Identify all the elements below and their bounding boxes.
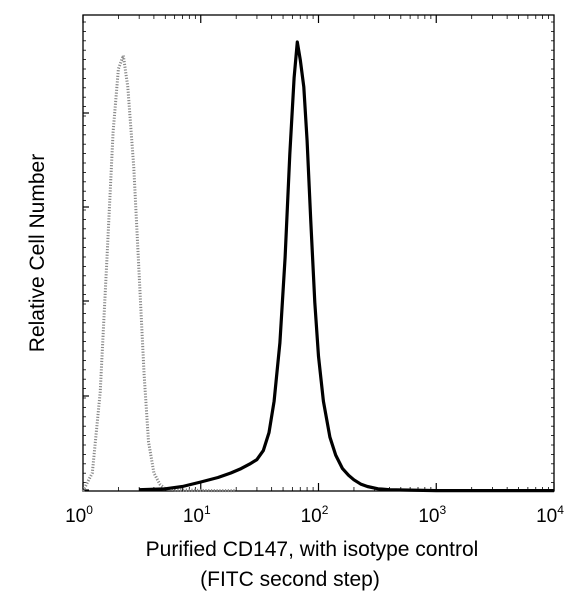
x-axis-tick-labels: 100 101 102 103 104 [65, 503, 564, 527]
x-axis-ticks [82, 15, 555, 491]
x-tick-label: 100 [65, 503, 93, 527]
y-axis-ticks [83, 21, 554, 491]
x-axis-title: Purified CD147, with isotype control [146, 538, 479, 561]
x-tick-label: 104 [536, 503, 564, 527]
series-layer [81, 40, 554, 493]
x-tick-label: 101 [183, 503, 211, 527]
x-tick-label: 102 [301, 503, 329, 527]
x-axis-subtitle: (FITC second step) [200, 568, 380, 591]
isotype-control-histogram [81, 54, 237, 493]
x-tick-label: 103 [418, 503, 446, 527]
cd147-histogram [139, 40, 554, 493]
y-axis-title: Relative Cell Number [26, 154, 49, 352]
plot-frame [82, 14, 555, 492]
